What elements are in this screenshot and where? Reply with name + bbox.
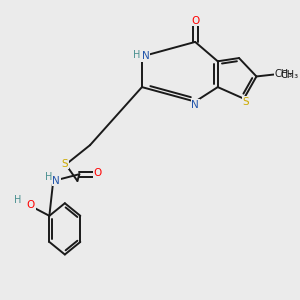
Text: O: O [27, 200, 35, 210]
Text: H: H [45, 172, 52, 182]
Text: O: O [191, 16, 199, 26]
Text: CH₃: CH₃ [274, 68, 292, 79]
Text: N: N [191, 100, 199, 110]
Text: S: S [61, 158, 68, 169]
Text: H: H [14, 195, 21, 205]
Text: O: O [94, 168, 102, 178]
Text: H: H [134, 50, 141, 59]
Text: N: N [52, 176, 60, 186]
Text: S: S [242, 97, 249, 106]
Text: N: N [142, 52, 150, 61]
Text: CH₃: CH₃ [280, 70, 299, 80]
